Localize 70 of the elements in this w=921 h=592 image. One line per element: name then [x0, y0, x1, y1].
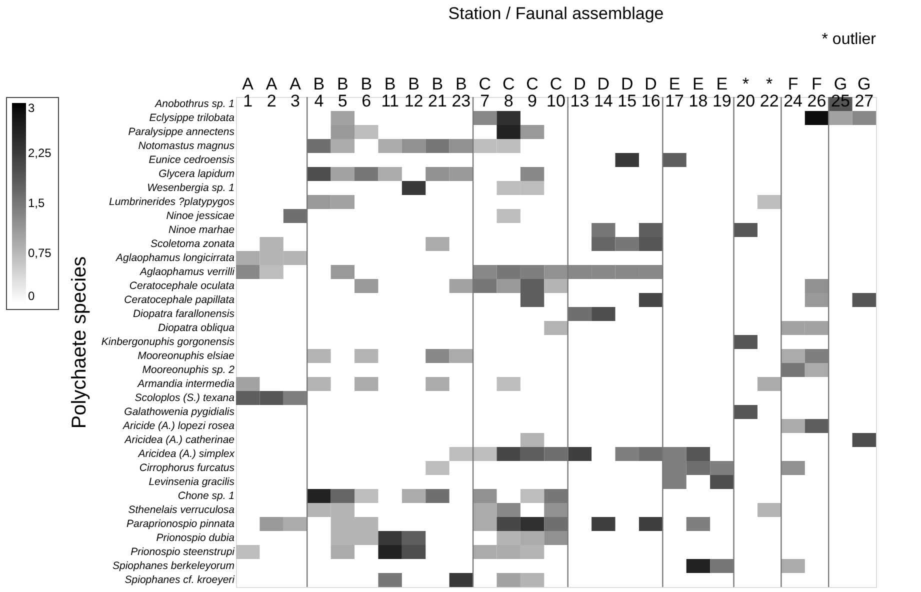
x-tick-label: F 24	[784, 74, 802, 110]
x-tick-label: A 3	[290, 74, 302, 110]
x-tick-label: B 23	[452, 74, 471, 110]
y-tick-label: Ninoe jessicae	[166, 210, 235, 222]
x-tick-label: A 1	[242, 74, 254, 110]
y-tick-label: Eclysippe trilobata	[149, 112, 235, 124]
x-tick-label: G 25	[830, 74, 850, 110]
x-tick-label: D 15	[618, 74, 637, 110]
y-tick-label: Aglaophamus verrilli	[138, 266, 236, 278]
x-tick-label: * 22	[760, 74, 779, 110]
y-tick-label: Chone sp. 1	[178, 490, 234, 502]
color-bar-label: 3	[28, 101, 35, 115]
y-tick-label: Ninoe marhae	[168, 224, 235, 236]
y-tick-label: Glycera lapidum	[158, 168, 235, 180]
y-tick-label: Diopatra obliqua	[158, 322, 235, 334]
x-tick-label: C 8	[502, 74, 515, 110]
y-tick-label: Mooreonuphis elsiae	[138, 350, 235, 362]
chart-title: Station / Faunal assemblage	[448, 4, 664, 23]
text: * outlier	[822, 31, 877, 48]
y-tick-label: Eunice cedroensis	[148, 154, 236, 166]
y-tick-label: Scoloplos (S.) texana	[134, 392, 235, 404]
x-tick-label: C 10	[546, 74, 566, 110]
x-tick-label: D 13	[570, 74, 590, 110]
y-tick-label: Aricidea (A.) catherinae	[124, 434, 235, 446]
x-tick-label: D 16	[641, 74, 660, 110]
x-tick-label: B 5	[336, 74, 348, 110]
y-tick-label: Prionospio steenstrupi	[130, 546, 236, 558]
y-tick-label: Ceratocephale oculata	[129, 280, 235, 292]
y-axis-title: Polychaete species	[68, 256, 90, 429]
y-tick-label: Galathowenia pygidialis	[124, 406, 236, 418]
x-tick-label: B 6	[360, 74, 372, 110]
y-tick-label: Aglaophamus longicirrata	[115, 252, 235, 264]
y-tick-label: Levinsenia gracilis	[148, 476, 236, 488]
x-tick-label: E 17	[665, 74, 684, 110]
y-tick-label: Lumbrinerides ?platypygos	[109, 196, 236, 208]
y-tick-label: Spiophanes berkeleyorum	[112, 560, 235, 572]
y-tick-label: Sthenelais verruculosa	[128, 504, 235, 516]
y-tick-label: Anobothrus sp. 1	[154, 98, 234, 110]
color-bar-label: 0	[28, 289, 35, 303]
y-tick-label: Spiophanes cf. kroeyeri	[124, 574, 236, 586]
y-tick-label: Wesenbergia sp. 1	[147, 182, 234, 194]
x-tick-label: B 11	[381, 74, 399, 110]
x-tick-label: B 21	[428, 74, 447, 110]
x-tick-label: D 14	[594, 74, 613, 110]
y-tick-label: Cirrophorus furcatus	[139, 462, 236, 474]
color-bar-label: 0,75	[28, 246, 52, 260]
x-tick-label: E 18	[688, 74, 708, 110]
y-tick-label: Ceratocephale papillata	[124, 294, 235, 306]
y-tick-label: Armandia intermedia	[136, 378, 235, 390]
y-tick-label: Aricidea (A.) simplex	[137, 448, 236, 460]
x-tick-label: B 12	[404, 74, 424, 110]
x-tick-label: G 27	[854, 74, 874, 110]
y-tick-label: Scoletoma zonata	[150, 238, 235, 250]
y-tick-label: Notomastus magnus	[138, 140, 236, 152]
y-tick-label: Diopatra farallonensis	[132, 308, 236, 320]
color-bar-label: 2,25	[28, 146, 52, 160]
x-tick-label: C 9	[526, 74, 538, 110]
color-bar-label: 1,5	[28, 196, 46, 210]
y-tick-label: Paralysippe annectens	[128, 126, 236, 138]
y-tick-label: Kinbergonuphis gorgonensis	[101, 336, 236, 348]
y-tick-label: Prionospio dubia	[156, 532, 235, 544]
x-tick-label: F 26	[807, 74, 826, 110]
y-tick-label: Paraprionospio pinnata	[126, 518, 235, 530]
x-tick-label: C 7	[478, 74, 492, 110]
y-tick-label: Aricide (A.) lopezi rosea	[122, 420, 235, 432]
x-tick-label: E 19	[712, 74, 732, 110]
x-tick-label: A 2	[266, 74, 278, 110]
y-tick-label: Mooreonuphis sp. 2	[142, 364, 235, 376]
x-tick-label: B 4	[313, 74, 325, 110]
x-tick-label: * 20	[736, 74, 756, 110]
